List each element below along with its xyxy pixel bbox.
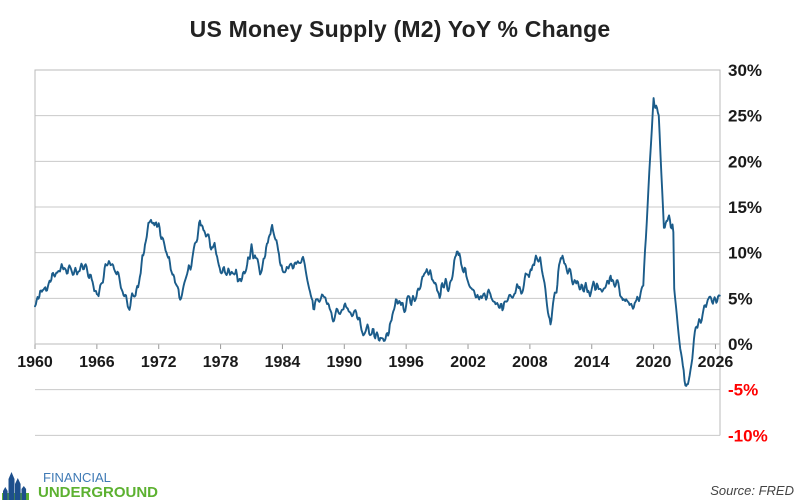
svg-text:1978: 1978 — [203, 354, 239, 371]
svg-text:1996: 1996 — [388, 354, 424, 371]
svg-text:15%: 15% — [728, 198, 762, 217]
svg-text:2008: 2008 — [512, 354, 548, 371]
svg-text:-5%: -5% — [728, 381, 758, 400]
svg-text:1972: 1972 — [141, 354, 177, 371]
svg-text:0%: 0% — [728, 335, 753, 354]
svg-text:5%: 5% — [728, 289, 753, 308]
svg-text:30%: 30% — [728, 61, 762, 80]
svg-text:1960: 1960 — [17, 354, 53, 371]
svg-text:2020: 2020 — [636, 354, 672, 371]
svg-text:2002: 2002 — [450, 354, 486, 371]
svg-text:FINANCIAL: FINANCIAL — [43, 470, 111, 485]
svg-text:-10%: -10% — [728, 426, 768, 445]
svg-text:1966: 1966 — [79, 354, 115, 371]
svg-text:25%: 25% — [728, 107, 762, 126]
svg-text:UNDERGROUND: UNDERGROUND — [38, 484, 158, 500]
svg-text:1990: 1990 — [327, 354, 363, 371]
svg-text:1984: 1984 — [265, 354, 301, 371]
svg-text:10%: 10% — [728, 244, 762, 263]
svg-text:2026: 2026 — [698, 354, 734, 371]
svg-text:20%: 20% — [728, 152, 762, 171]
svg-text:2014: 2014 — [574, 354, 610, 371]
